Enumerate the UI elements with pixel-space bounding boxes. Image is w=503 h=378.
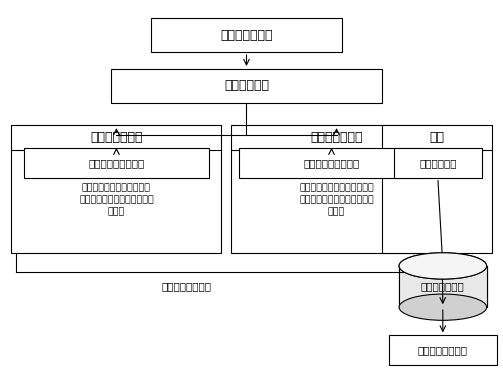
Text: 动态评估信号灯: 动态评估信号灯 [90, 131, 143, 144]
Text: 动态读取周期数据: 动态读取周期数据 [161, 281, 211, 291]
Bar [12, 125, 221, 253]
Text: 输出最终配时结果: 输出最终配时结果 [418, 345, 468, 355]
Ellipse shape [399, 253, 486, 279]
Text: 基于检测器检测到的流量数
据，判定当前信号灯配时是否
合理。: 基于检测器检测到的流量数 据，判定当前信号灯配时是否 合理。 [79, 183, 154, 216]
Ellipse shape [399, 294, 486, 320]
Bar [112, 69, 382, 103]
Bar [389, 335, 496, 366]
Text: 交通模式判定: 交通模式判定 [224, 79, 269, 92]
Bar [239, 148, 424, 178]
Bar [151, 18, 342, 52]
Bar [394, 148, 481, 178]
Text: 周期保护技术: 周期保护技术 [419, 158, 457, 168]
Text: 信号配时调整子模块: 信号配时调整子模块 [303, 158, 360, 168]
Text: 云端: 云端 [429, 131, 444, 144]
Bar [231, 125, 442, 253]
Bar [24, 148, 209, 178]
Bar [382, 125, 491, 253]
Text: 动态调整信号灯: 动态调整信号灯 [310, 131, 363, 144]
Bar [399, 266, 486, 307]
Text: 基于停车线检测器，判定浪费
时间确定下一周期是否需要增
加时间: 基于停车线检测器，判定浪费 时间确定下一周期是否需要增 加时间 [299, 183, 374, 216]
Text: 信号配时评估子模块: 信号配时评估子模块 [89, 158, 144, 168]
Bar [399, 266, 486, 307]
Text: 信号配时子模块: 信号配时子模块 [220, 29, 273, 42]
Ellipse shape [399, 253, 486, 279]
Text: 参数与特征数据: 参数与特征数据 [421, 282, 465, 291]
